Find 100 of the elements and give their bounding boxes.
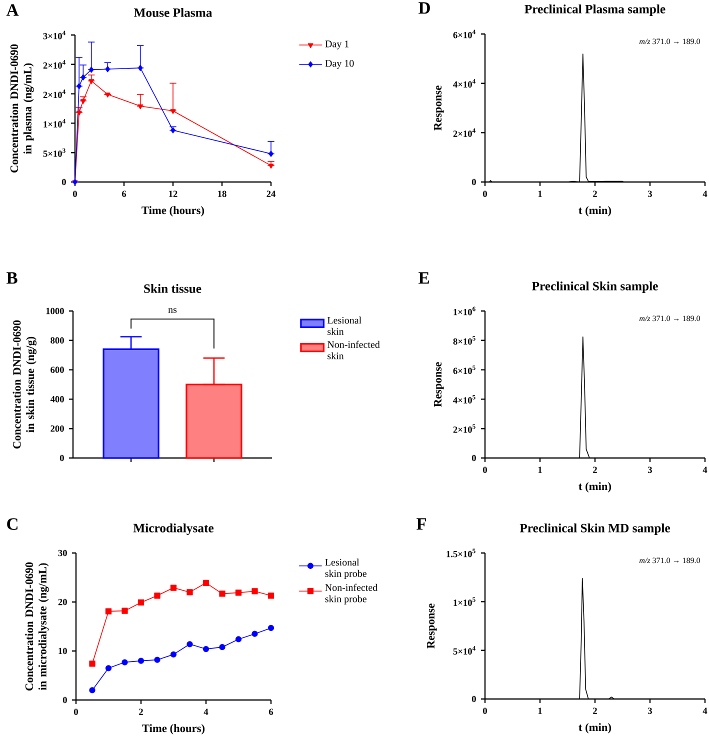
- y-axis-title: Concentration DNDI-0690 in skin tissue (ng/g): [12, 320, 36, 448]
- y-tick-label: 0: [62, 696, 67, 704]
- x-tick-label: 1: [538, 708, 542, 714]
- annotation: m/z 371.0 → 189.0: [639, 316, 700, 322]
- point: [88, 79, 94, 84]
- point: [105, 608, 112, 614]
- y-tick-label: 20: [58, 598, 67, 606]
- point: [76, 110, 82, 116]
- point: [170, 127, 176, 134]
- annotation: m/z 371.0 → 189.0: [639, 38, 700, 44]
- point: [170, 109, 176, 114]
- point: [138, 658, 144, 664]
- point: [186, 641, 193, 648]
- y-tick-label: 0: [472, 696, 476, 702]
- y-tick-label: 2×10$^{4}$: [453, 128, 476, 137]
- y-tick-label: 200: [50, 425, 64, 432]
- y-tick-label: 1×10$^{5}$: [454, 597, 476, 606]
- point: [80, 74, 86, 80]
- text: E: [418, 272, 429, 284]
- y-axis-title: Concentration DNDI-0690 in plasma (ng/mL): [10, 44, 34, 172]
- x-tick-label: 0: [483, 466, 487, 474]
- x-tick-label: 2: [139, 708, 143, 715]
- x-tick-label: 2: [593, 466, 597, 473]
- x-tick-label: 4: [702, 466, 708, 473]
- point: [76, 83, 82, 90]
- x-axis-title: Time (hours): [142, 206, 204, 216]
- x-tick-label: 2: [593, 708, 597, 714]
- text: C: [7, 518, 18, 530]
- point: [89, 687, 96, 694]
- x-tick-label: 3: [648, 708, 652, 714]
- y-tick-label: 3×10$^{4}$: [43, 30, 66, 40]
- y-tick-label: 8×10$^{5}$: [453, 336, 476, 345]
- x-tick-label: 18: [218, 190, 226, 198]
- legend-label: Lesional skin probe: [325, 558, 366, 580]
- y-tick-label: 6×10$^{5}$: [453, 366, 476, 374]
- x-tick-label: 4: [204, 708, 208, 715]
- point: [105, 66, 110, 72]
- legend-label: Lesional skin: [327, 316, 362, 335]
- point: [170, 584, 177, 591]
- chart-title: Preclinical Plasma sample: [524, 4, 666, 16]
- point: [202, 580, 210, 586]
- point: [80, 99, 86, 104]
- y-tick-label: 600: [50, 366, 64, 373]
- point: [268, 164, 274, 169]
- x-tick-label: 4: [702, 708, 708, 714]
- chart-title: Microdialysate: [133, 523, 214, 535]
- x-axis-title: t (min): [578, 482, 612, 492]
- y-axis-title: Response: [434, 362, 444, 407]
- y-tick-label: 6×10$^{4}$: [453, 30, 476, 38]
- point: [122, 659, 128, 666]
- x-axis-title: t (min): [578, 723, 612, 734]
- x-tick-label: 12: [169, 190, 178, 197]
- y-tick-label: 5×10$^{3}$: [43, 148, 66, 157]
- y-tick-label: 2×10$^{4}$: [43, 60, 66, 69]
- chart-title: Preclinical Skin sample: [532, 281, 658, 293]
- y-tick-label: 1×10$^{4}$: [44, 118, 66, 128]
- x-tick-label: 4: [702, 190, 708, 197]
- text: A: [6, 4, 19, 16]
- y-tick-label: 0: [62, 178, 66, 186]
- x-tick-label: 3: [648, 466, 652, 473]
- chart-title: Skin tissue: [144, 284, 202, 293]
- y-tick-label: 10: [58, 648, 67, 654]
- x-tick-label: 6: [122, 190, 126, 197]
- point: [202, 646, 210, 652]
- x-tick-label: 2: [593, 190, 597, 197]
- x-tick-label: 6: [268, 708, 274, 715]
- y-tick-label: 5×10$^{4}$: [453, 646, 476, 655]
- x-tick-label: 0: [483, 708, 487, 714]
- point: [170, 651, 177, 658]
- x-tick-label: 0: [483, 190, 487, 198]
- y-tick-label: 1.5×10$^{5}$: [446, 548, 476, 558]
- y-tick-label: 1×10$^{6}$: [454, 306, 476, 316]
- y-tick-label: 4×10$^{4}$: [453, 79, 476, 88]
- point: [154, 592, 160, 599]
- y-tick-label: 2×10$^{4}$: [43, 90, 66, 98]
- text: B: [6, 272, 18, 284]
- point: [268, 592, 274, 599]
- chart-title: Mouse Plasma: [134, 8, 212, 17]
- y-tick-label: 800: [50, 337, 64, 344]
- point: [252, 588, 258, 594]
- point: [186, 589, 193, 596]
- x-tick-label: 1: [538, 466, 542, 473]
- chart-title: Preclinical Skin MD sample: [520, 523, 670, 535]
- point: [252, 630, 258, 637]
- x-tick-label: 0: [73, 190, 77, 198]
- point: [219, 644, 226, 650]
- x-axis-title: Time (hours): [142, 724, 205, 734]
- legend-label: Non-infected skin probe: [325, 584, 378, 604]
- y-axis-title: Response: [434, 86, 444, 130]
- x-tick-label: 24: [266, 190, 276, 197]
- point: [88, 66, 94, 73]
- point: [138, 64, 143, 72]
- text: D: [418, 2, 430, 14]
- x-axis-title: t (min): [578, 206, 612, 216]
- point: [105, 665, 112, 672]
- point: [268, 150, 274, 157]
- legend-label: Non-infected skin: [327, 340, 380, 360]
- y-axis-title: Response: [426, 604, 437, 648]
- point: [138, 599, 144, 606]
- y-tick-label: 4×10$^{5}$: [453, 394, 476, 404]
